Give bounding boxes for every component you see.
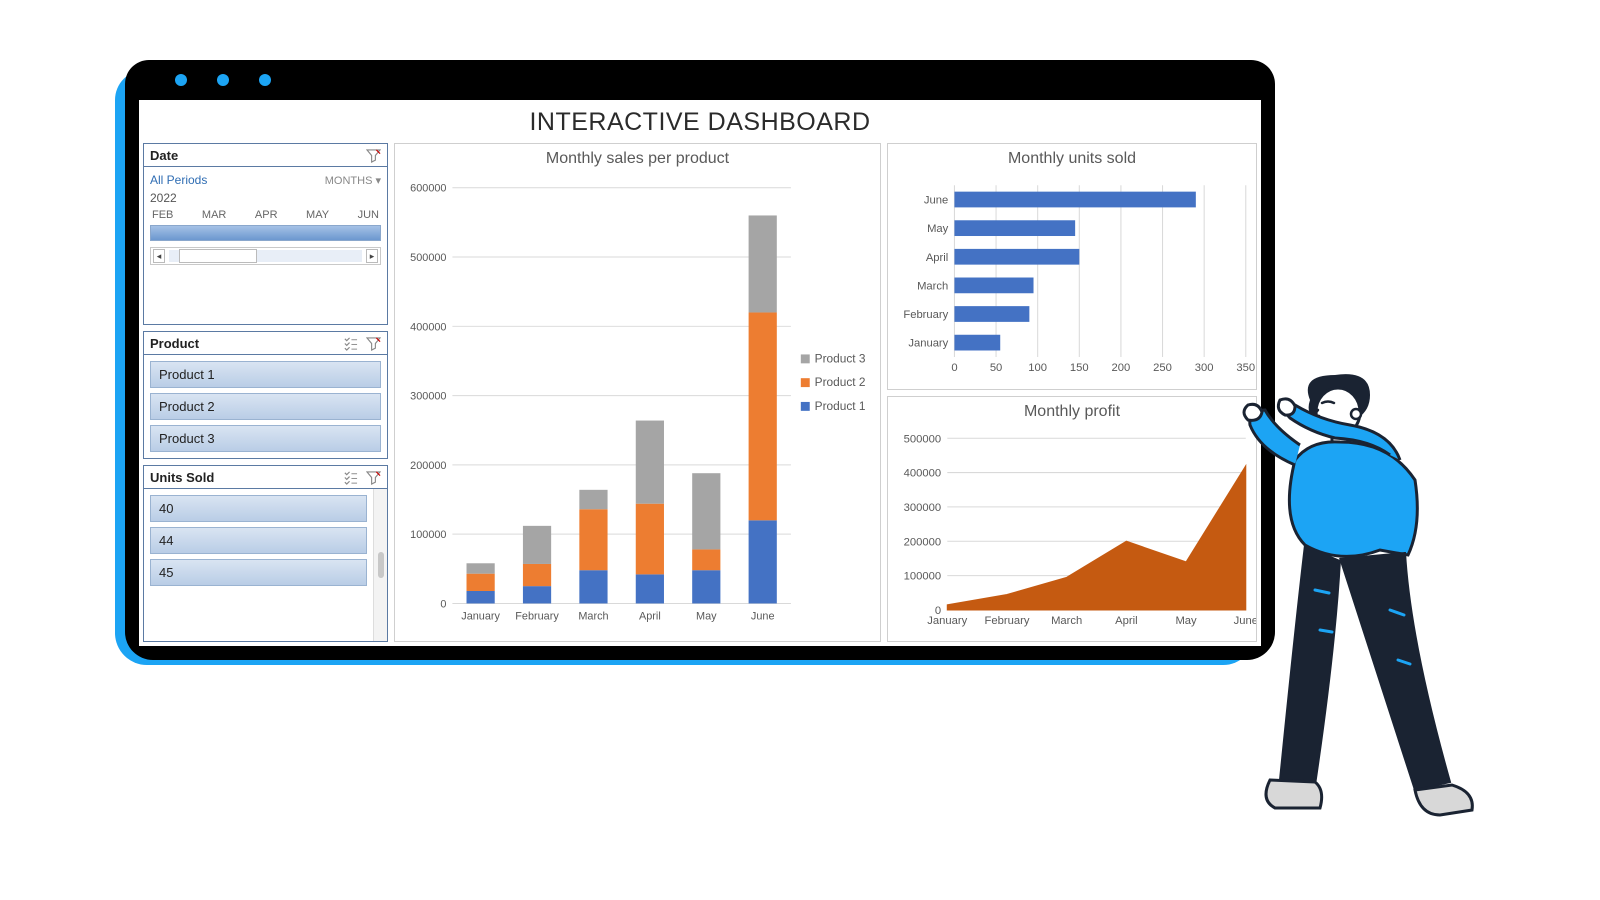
units-slicer-item[interactable]: 44 <box>150 527 367 554</box>
svg-text:May: May <box>696 610 717 622</box>
clear-filter-icon[interactable] <box>366 336 381 351</box>
product-slicer-item[interactable]: Product 1 <box>150 361 381 388</box>
profit-plot: 0100000200000300000400000500000JanuaryFe… <box>888 423 1256 642</box>
svg-text:600000: 600000 <box>410 183 446 195</box>
timeline-scrollbar[interactable]: ◂ ▸ <box>150 247 381 265</box>
svg-text:500000: 500000 <box>904 433 942 445</box>
units-slicer-item[interactable]: 40 <box>150 495 367 522</box>
date-slicer[interactable]: Date All Periods MONTHS ▾ 2022 FEB <box>143 143 388 325</box>
dashboard-screen: INTERACTIVE DASHBOARD Date All Periods <box>139 100 1261 646</box>
svg-text:February: February <box>903 309 948 321</box>
svg-text:150: 150 <box>1070 362 1089 374</box>
slicer-sidebar: Date All Periods MONTHS ▾ 2022 FEB <box>143 143 388 642</box>
tablet-indicator-dots <box>175 74 271 86</box>
svg-text:June: June <box>751 610 775 622</box>
product-slicer-item[interactable]: Product 3 <box>150 425 381 452</box>
svg-text:June: June <box>924 195 948 207</box>
svg-text:January: January <box>908 338 948 350</box>
svg-text:Product 2: Product 2 <box>815 375 866 389</box>
scroll-right-icon[interactable]: ▸ <box>366 249 378 263</box>
svg-text:April: April <box>1115 615 1137 627</box>
units-sold-plot: 050100150200250300350JuneMayAprilMarchFe… <box>888 170 1256 389</box>
svg-text:April: April <box>926 252 948 264</box>
product-slicer-title: Product <box>150 336 199 351</box>
date-slicer-title: Date <box>150 148 178 163</box>
svg-text:0: 0 <box>440 598 446 610</box>
months-dropdown[interactable]: MONTHS ▾ <box>325 174 381 187</box>
svg-text:March: March <box>917 280 948 292</box>
units-slicer-item[interactable]: 45 <box>150 559 367 586</box>
svg-text:400000: 400000 <box>904 467 942 479</box>
svg-text:February: February <box>515 610 559 622</box>
units-sold-chart: Monthly units sold 050100150200250300350… <box>887 143 1257 390</box>
page-title: INTERACTIVE DASHBOARD <box>139 100 1261 143</box>
svg-text:March: March <box>578 610 608 622</box>
svg-text:200: 200 <box>1112 362 1131 374</box>
scroll-left-icon[interactable]: ◂ <box>153 249 165 263</box>
svg-text:200000: 200000 <box>904 536 942 548</box>
svg-text:50: 50 <box>990 362 1003 374</box>
svg-text:Product 1: Product 1 <box>815 399 866 413</box>
svg-text:March: March <box>1051 615 1082 627</box>
clear-filter-icon[interactable] <box>366 470 381 485</box>
monthly-sales-plot: 0 100000 200000 300000 400000 500000 600000 Jan… <box>395 170 880 641</box>
timeline-range-bar[interactable] <box>150 225 381 241</box>
svg-text:January: January <box>927 615 967 627</box>
svg-text:February: February <box>985 615 1030 627</box>
svg-text:May: May <box>927 223 949 235</box>
svg-text:200000: 200000 <box>410 460 446 472</box>
svg-text:300000: 300000 <box>410 391 446 403</box>
product-slicer-item[interactable]: Product 2 <box>150 393 381 420</box>
multiselect-icon[interactable] <box>343 336 358 351</box>
timeline-month-labels: FEB MAR APR MAY JUN <box>150 209 381 225</box>
profit-chart-title: Monthly profit <box>888 397 1256 423</box>
units-scrollbar[interactable] <box>373 489 387 641</box>
units-sold-slicer[interactable]: Units Sold 40 44 45 <box>143 465 388 642</box>
svg-text:0: 0 <box>951 362 957 374</box>
clear-filter-icon[interactable] <box>366 148 381 163</box>
monthly-sales-title: Monthly sales per product <box>395 144 880 170</box>
tablet-frame: INTERACTIVE DASHBOARD Date All Periods <box>125 60 1275 660</box>
monthly-sales-chart: Monthly sales per product 0 100000 200000 3… <box>394 143 881 642</box>
units-sold-slicer-title: Units Sold <box>150 470 214 485</box>
svg-text:250: 250 <box>1153 362 1172 374</box>
svg-text:Product 3: Product 3 <box>815 351 866 365</box>
person-illustration <box>1240 370 1480 840</box>
svg-text:January: January <box>461 610 500 622</box>
svg-text:300000: 300000 <box>904 501 942 513</box>
profit-chart: Monthly profit 0100000200000300000400000… <box>887 396 1257 643</box>
svg-text:100000: 100000 <box>410 529 446 541</box>
multiselect-icon[interactable] <box>343 470 358 485</box>
svg-text:500000: 500000 <box>410 252 446 264</box>
svg-text:300: 300 <box>1195 362 1214 374</box>
svg-text:100: 100 <box>1028 362 1047 374</box>
svg-text:400000: 400000 <box>410 321 446 333</box>
all-periods-link[interactable]: All Periods <box>150 173 207 187</box>
units-sold-chart-title: Monthly units sold <box>888 144 1256 170</box>
date-year-label: 2022 <box>150 189 381 209</box>
product-slicer[interactable]: Product Product 1 Product 2 Product 3 <box>143 331 388 459</box>
svg-text:April: April <box>639 610 661 622</box>
right-charts-column: Monthly units sold 050100150200250300350… <box>887 143 1257 642</box>
dashboard-body: Date All Periods MONTHS ▾ 2022 FEB <box>139 143 1261 646</box>
svg-text:100000: 100000 <box>904 570 942 582</box>
svg-text:May: May <box>1175 615 1197 627</box>
scroll-thumb[interactable] <box>179 249 257 263</box>
